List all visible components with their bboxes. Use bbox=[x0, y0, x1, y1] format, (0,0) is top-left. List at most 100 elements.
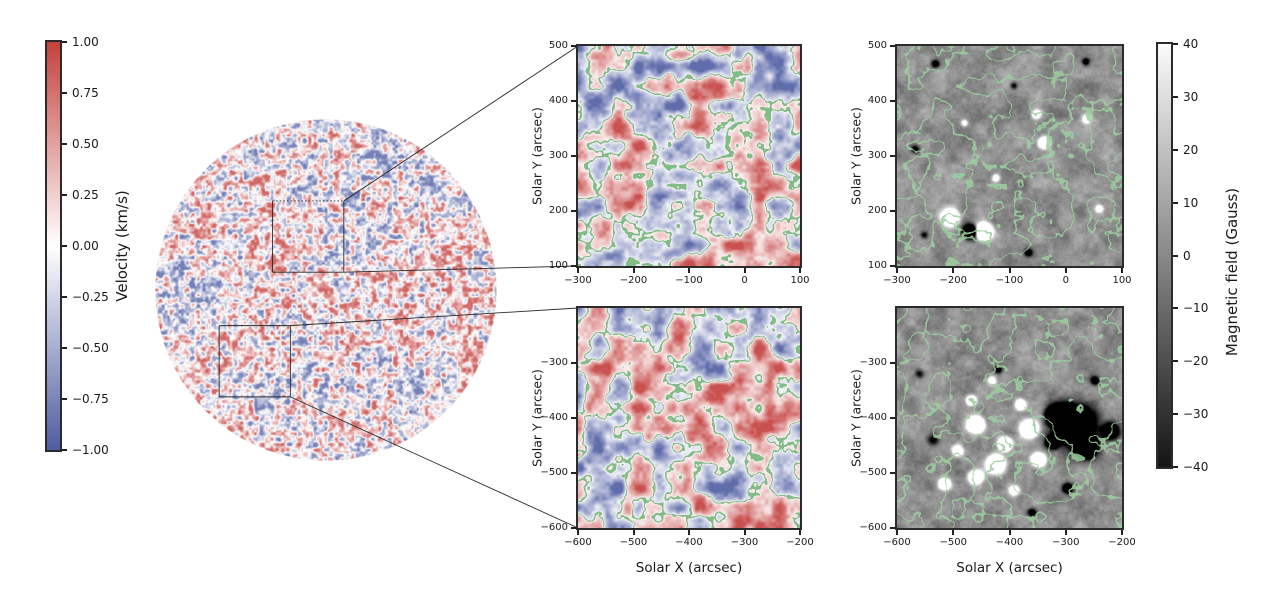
tick-mark bbox=[890, 417, 895, 419]
tick-label: −500 bbox=[619, 537, 648, 548]
tick-label: 0 bbox=[1062, 275, 1069, 286]
tick-mark bbox=[743, 268, 746, 273]
tick-mark bbox=[743, 530, 746, 535]
tick-mark bbox=[571, 362, 576, 364]
tick-label: 500 bbox=[548, 40, 568, 51]
tick-mark bbox=[62, 398, 67, 400]
tick-mark bbox=[571, 472, 576, 474]
tick-label: 100 bbox=[867, 260, 887, 271]
tick-mark bbox=[1064, 530, 1067, 535]
bottom_magnetic-canvas bbox=[897, 308, 1122, 528]
tick-label: 100 bbox=[548, 260, 568, 271]
tick-mark bbox=[1173, 307, 1178, 310]
tick-mark bbox=[952, 530, 955, 535]
tick-mark bbox=[952, 268, 955, 273]
tick-label: −40 bbox=[1183, 460, 1209, 474]
tick-label: 200 bbox=[867, 205, 887, 216]
tick-mark bbox=[890, 265, 895, 267]
tick-mark bbox=[1173, 413, 1178, 416]
tick-mark bbox=[571, 210, 576, 212]
tick-label: −600 bbox=[564, 537, 592, 548]
tick-label: −200 bbox=[1108, 537, 1136, 548]
tick-label: −500 bbox=[859, 467, 887, 478]
bottom_magnetic-ylabel: Solar Y (arcsec) bbox=[848, 369, 864, 467]
tick-label: 10 bbox=[1183, 195, 1199, 210]
tick-label: −20 bbox=[1183, 354, 1209, 369]
tick-mark bbox=[890, 210, 895, 212]
tick-mark bbox=[890, 362, 895, 364]
tick-mark bbox=[1121, 530, 1123, 535]
tick-label: −500 bbox=[939, 537, 967, 548]
tick-mark bbox=[62, 92, 67, 94]
tick-label: 0 bbox=[1183, 248, 1191, 263]
tick-mark bbox=[890, 100, 895, 102]
top_velocity-ylabel: Solar Y (arcsec) bbox=[529, 107, 545, 205]
velocity-colorbar bbox=[45, 40, 62, 452]
tick-label: −600 bbox=[883, 537, 911, 548]
tick-mark bbox=[799, 268, 801, 273]
tick-mark bbox=[571, 265, 576, 267]
tick-mark bbox=[62, 245, 67, 247]
top_magnetic-frame bbox=[895, 44, 1124, 268]
tick-mark bbox=[890, 472, 895, 474]
tick-mark bbox=[1008, 268, 1011, 273]
tick-label: −300 bbox=[730, 537, 759, 548]
bottom_velocity-canvas bbox=[578, 308, 800, 528]
tick-label: 400 bbox=[867, 95, 887, 106]
tick-mark bbox=[62, 194, 67, 196]
tick-label: −600 bbox=[859, 522, 887, 533]
tick-mark bbox=[62, 41, 67, 43]
tick-label: −400 bbox=[995, 537, 1024, 548]
tick-label: −300 bbox=[564, 275, 592, 286]
tick-mark bbox=[62, 143, 67, 145]
tick-label: −400 bbox=[859, 412, 887, 423]
tick-mark bbox=[1173, 148, 1178, 151]
tick-label: −0.25 bbox=[72, 290, 109, 304]
tick-label: 0 bbox=[741, 275, 748, 286]
tick-mark bbox=[1121, 268, 1123, 273]
tick-mark bbox=[799, 530, 801, 535]
tick-label: 1.00 bbox=[72, 35, 99, 49]
tick-label: 40 bbox=[1183, 37, 1199, 51]
top_magnetic-ylabel: Solar Y (arcsec) bbox=[848, 107, 864, 205]
tick-mark bbox=[688, 530, 690, 535]
top_velocity-canvas bbox=[578, 46, 800, 266]
tick-label: 100 bbox=[1112, 275, 1132, 286]
tick-mark bbox=[62, 296, 67, 298]
tick-mark bbox=[571, 417, 576, 419]
tick-mark bbox=[896, 530, 898, 535]
tick-mark bbox=[571, 155, 576, 157]
tick-label: −300 bbox=[859, 357, 887, 368]
tick-label: −100 bbox=[675, 275, 703, 286]
bottom_magnetic-frame bbox=[895, 306, 1124, 530]
tick-label: 500 bbox=[867, 40, 887, 51]
tick-label: −100 bbox=[995, 275, 1024, 286]
tick-label: 0.00 bbox=[72, 239, 99, 253]
magnetic-colorbar-label: Magnetic field (Gauss) bbox=[1223, 187, 1241, 357]
tick-label: −600 bbox=[540, 522, 568, 533]
tick-mark bbox=[62, 449, 67, 451]
tick-label: 300 bbox=[867, 150, 887, 161]
tick-label: −300 bbox=[883, 275, 911, 286]
tick-mark bbox=[1173, 360, 1178, 363]
tick-label: −500 bbox=[540, 467, 568, 478]
tick-mark bbox=[890, 527, 895, 529]
tick-mark bbox=[688, 268, 690, 273]
tick-mark bbox=[890, 45, 895, 47]
tick-mark bbox=[632, 268, 635, 273]
bottom_velocity-ylabel: Solar Y (arcsec) bbox=[529, 369, 545, 467]
tick-label: −400 bbox=[675, 537, 703, 548]
tick-label: 200 bbox=[548, 205, 568, 216]
tick-label: −400 bbox=[540, 412, 568, 423]
bottom_magnetic-xlabel: Solar X (arcsec) bbox=[956, 560, 1063, 576]
tick-label: −200 bbox=[939, 275, 967, 286]
tick-label: −1.00 bbox=[72, 443, 109, 457]
top_magnetic-canvas bbox=[897, 46, 1122, 266]
tick-label: 30 bbox=[1183, 89, 1199, 104]
tick-label: −0.50 bbox=[72, 341, 109, 355]
tick-mark bbox=[1173, 95, 1178, 98]
tick-mark bbox=[896, 268, 898, 273]
tick-mark bbox=[571, 45, 576, 47]
tick-mark bbox=[62, 347, 67, 349]
